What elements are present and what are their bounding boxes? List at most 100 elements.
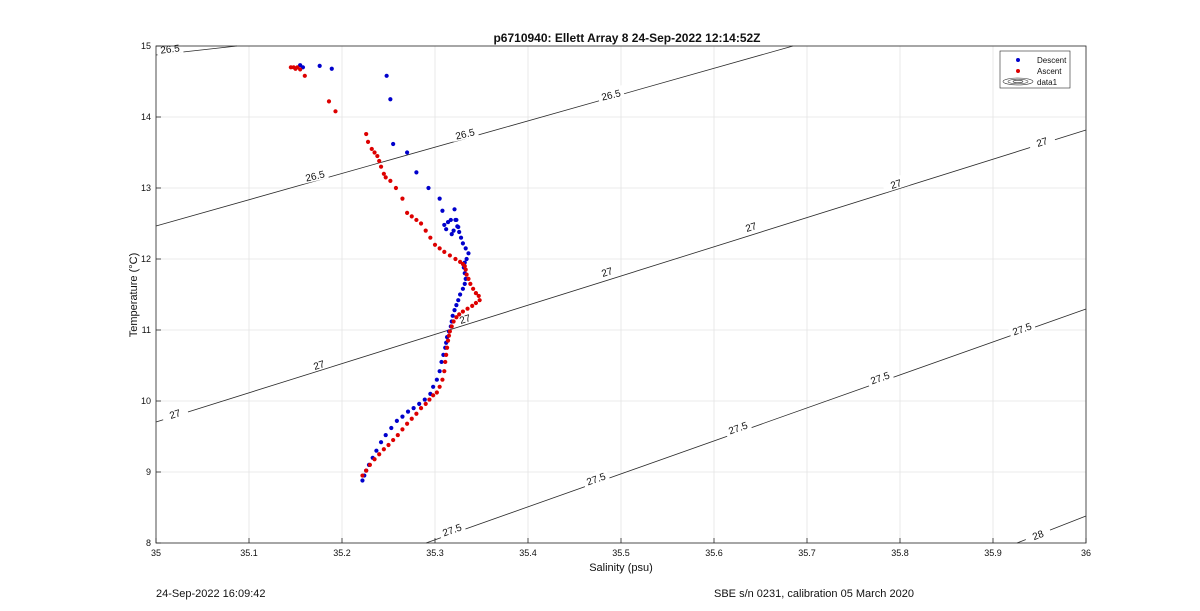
point-descent xyxy=(460,241,465,246)
point-ascent xyxy=(364,131,369,137)
point-ascent xyxy=(381,447,386,452)
point-descent xyxy=(437,369,442,374)
point-ascent xyxy=(388,178,393,183)
point-ascent xyxy=(295,65,300,70)
contour-label-bg xyxy=(160,403,189,423)
point-ascent xyxy=(414,411,419,416)
point-descent xyxy=(417,401,422,406)
contour-label: 26.5 xyxy=(600,88,622,103)
point-ascent xyxy=(453,256,458,262)
x-tick-label: 35.1 xyxy=(240,548,258,558)
point-ascent xyxy=(427,397,432,402)
point-ascent xyxy=(440,377,445,382)
contour-label: 27 xyxy=(1035,136,1049,150)
point-ascent xyxy=(470,303,475,308)
legend-marker-descent xyxy=(1016,58,1020,62)
point-ascent xyxy=(443,359,448,365)
point-ascent xyxy=(302,73,307,78)
contour-label: 26.5 xyxy=(304,169,326,184)
point-ascent xyxy=(364,468,369,473)
point-ascent xyxy=(400,196,405,201)
legend: Descent Ascent data1 xyxy=(999,50,1071,89)
point-ascent xyxy=(465,306,470,311)
x-tick-label: 35.6 xyxy=(705,548,723,558)
point-ascent xyxy=(369,146,374,152)
y-tick-label: 11 xyxy=(142,325,151,335)
contour-label-bg xyxy=(450,124,479,142)
point-ascent xyxy=(391,437,396,443)
contour-label-bg xyxy=(592,261,621,281)
y-tick-label: 9 xyxy=(146,467,151,477)
point-ascent xyxy=(463,267,468,272)
point-descent xyxy=(452,308,457,313)
x-tick-label: 35 xyxy=(151,548,161,558)
point-ascent xyxy=(444,345,450,350)
point-ascent xyxy=(409,416,414,421)
legend-entry-descent: Descent xyxy=(1037,56,1067,65)
point-ascent xyxy=(447,329,452,334)
point-ascent xyxy=(377,452,382,457)
point-descent xyxy=(400,414,405,419)
point-ascent xyxy=(473,290,479,296)
contour-label-bg xyxy=(581,468,610,489)
contour-label: 27.5 xyxy=(727,420,749,437)
y-tick-label: 12 xyxy=(141,254,151,264)
point-ascent xyxy=(405,210,410,215)
point-ascent xyxy=(414,217,419,223)
point-ascent xyxy=(367,462,372,467)
contour-label: 27.5 xyxy=(441,522,463,539)
point-ascent xyxy=(372,457,377,462)
point-ascent xyxy=(449,324,454,329)
point-ascent xyxy=(383,175,388,180)
point-descent xyxy=(460,286,465,291)
point-ascent xyxy=(466,276,471,281)
contour-label: 27.5 xyxy=(585,471,607,488)
point-descent xyxy=(411,406,416,411)
contour-label: 27 xyxy=(600,266,614,280)
point-ascent xyxy=(428,235,433,240)
point-descent xyxy=(440,208,445,213)
y-tick-label: 8 xyxy=(146,538,151,548)
contour-label-bg xyxy=(304,354,333,374)
point-ascent xyxy=(447,253,452,258)
point-descent xyxy=(360,478,365,483)
x-tick-label: 35.8 xyxy=(891,548,909,558)
point-ascent xyxy=(423,401,428,406)
point-ascent xyxy=(446,333,452,338)
point-descent xyxy=(444,227,449,232)
point-descent xyxy=(426,185,431,191)
point-ascent xyxy=(418,406,424,411)
point-descent xyxy=(449,232,454,237)
point-ascent xyxy=(442,249,447,254)
point-descent xyxy=(458,292,463,297)
point-descent xyxy=(384,73,389,78)
point-ascent xyxy=(471,286,476,291)
point-ascent xyxy=(400,427,405,432)
axis-ticks: 35 35.1 35.2 35.3 35.4 35.5 35.6 35.7 35.8 35.9 36… xyxy=(141,41,1091,558)
point-ascent xyxy=(442,369,447,374)
legend-box xyxy=(999,50,1071,89)
point-ascent xyxy=(473,300,479,306)
x-tick-label: 35.4 xyxy=(519,548,537,558)
point-descent xyxy=(374,448,379,453)
contour-label-bg xyxy=(596,85,625,103)
y-tick-label: 10 xyxy=(141,396,151,406)
point-descent xyxy=(457,229,462,235)
point-ascent xyxy=(431,393,436,398)
point-descent xyxy=(448,217,453,223)
point-descent xyxy=(388,97,393,102)
contour-label-bg xyxy=(450,308,479,328)
grid-lines xyxy=(155,45,1087,544)
point-descent xyxy=(431,384,436,389)
contour-label: 27 xyxy=(312,359,326,373)
y-tick-label: 15 xyxy=(141,41,151,51)
x-axis-label: Salinity (psu) xyxy=(589,562,653,574)
point-ascent xyxy=(477,298,482,303)
contour-label: 26.5 xyxy=(160,43,181,56)
point-descent xyxy=(405,409,411,414)
point-ascent xyxy=(464,272,469,277)
contour-label-bg xyxy=(881,173,910,193)
contour-label: 27 xyxy=(458,313,472,327)
point-ascent xyxy=(365,139,371,144)
